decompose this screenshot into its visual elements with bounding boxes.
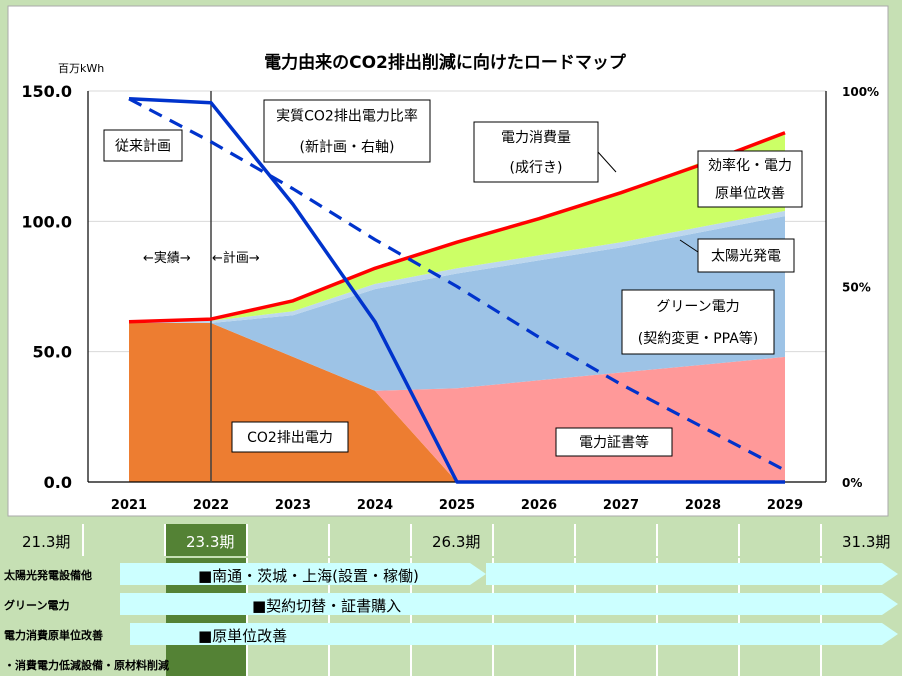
efficiency-label-text: 原単位改善	[715, 186, 785, 202]
line-実質CO2排出電力比率（新計画・右軸）	[128, 97, 785, 484]
area-効率化・電力原単位改善	[129, 132, 785, 323]
y-tick-label: 150.0	[21, 82, 72, 101]
x-tick-label: 2028	[685, 498, 721, 513]
conventional-plan-label-text: 従来計画	[115, 139, 171, 155]
period-cell	[330, 524, 412, 556]
timeline-panel: 21.3期 23.3期 26.3期 31.3期 太陽光発電設備他 ■南通・茨城・…	[0, 524, 902, 676]
period-cell	[84, 524, 166, 556]
period-cell	[248, 524, 330, 556]
consumption-leader	[597, 151, 617, 173]
y-tick-label: 100.0	[21, 212, 72, 231]
solar-label-text: 太陽光発電	[711, 249, 781, 265]
efficiency-label-box	[697, 150, 803, 208]
x-tick-label: 2023	[275, 498, 311, 513]
area-グリーン電力（契約変更・PPA等）	[129, 216, 785, 391]
green-power-label-box	[621, 289, 775, 355]
arrow-head-icon	[470, 563, 486, 585]
y2-tick-label: 100%	[842, 85, 879, 99]
grid-column	[494, 558, 576, 676]
roadmap-chart: 電力由来のCO2排出削減に向けたロードマップ 百万kWh 0.0 50.0 100.…	[7, 5, 889, 517]
roadmap-arrow-bar	[130, 623, 882, 645]
arrow-head-icon	[882, 563, 898, 585]
period-row: 21.3期 23.3期 26.3期 31.3期	[0, 524, 902, 556]
roadmap-arrow-bar	[120, 593, 882, 615]
period-label: 23.3期	[186, 533, 235, 551]
certificate-label-box	[555, 427, 673, 457]
co2-label-text: CO2排出電力	[247, 430, 333, 446]
consumption-label-text: (成行き)	[510, 160, 563, 176]
green-power-label-text: (契約変更・PPA等)	[638, 330, 759, 347]
roadmap-row-label: グリーン電力	[4, 599, 70, 612]
y2-tick-label: 50%	[842, 281, 871, 295]
period-label: 26.3期	[432, 533, 481, 551]
x-tick-label: 2025	[439, 498, 475, 513]
line-従来計画	[128, 97, 786, 472]
y2-tick-label: 0%	[842, 476, 862, 490]
chart-title: 電力由来のCO2排出削減に向けたロードマップ	[264, 52, 627, 73]
x-tick-label: 2026	[521, 498, 557, 513]
actual-arrow-label: ←実績→	[143, 250, 191, 266]
grid-column	[658, 558, 740, 676]
x-tick-label: 2024	[357, 498, 393, 513]
solar-leader	[679, 239, 699, 253]
roadmap-row-label: 電力消費原単位改善	[4, 629, 103, 642]
period-cell	[740, 524, 822, 556]
x-tick-label: 2027	[603, 498, 639, 513]
y-tick-label: 50.0	[33, 343, 72, 362]
period-cell	[494, 524, 576, 556]
x-tick-label: 2022	[193, 498, 229, 513]
solar-label-box	[697, 238, 795, 273]
actual-ratio-label-text: 実質CO2排出電力比率	[276, 108, 418, 125]
actual-ratio-label-text: (新計画・右軸)	[300, 140, 395, 156]
certificate-label-text: 電力証書等	[579, 434, 649, 451]
conventional-plan-label-box	[103, 129, 183, 162]
arrow-head-icon	[882, 623, 898, 645]
grid-column	[576, 558, 658, 676]
grid-column	[248, 558, 330, 676]
period-cell-current	[166, 524, 248, 556]
y-unit-label: 百万kWh	[58, 62, 104, 75]
y-tick-label: 0.0	[44, 473, 72, 492]
consumption-label-text: 電力消費量	[501, 130, 571, 146]
line-電力消費量（成行き）	[128, 131, 786, 324]
plan-arrow-label: ←計画→	[212, 250, 260, 266]
chart-frame: 電力由来のCO2排出削減に向けたロードマップ 百万kWh 0.0 50.0 100.…	[0, 0, 902, 524]
grid-column	[412, 558, 494, 676]
actual-ratio-label-box	[263, 99, 431, 163]
roadmap-arrow-bar	[486, 563, 882, 585]
period-label: 21.3期	[22, 533, 71, 551]
period-cell	[658, 524, 740, 556]
efficiency-label-text: 効率化・電力	[708, 157, 792, 174]
roadmap-row-text: ■原単位改善	[198, 627, 288, 645]
grid-column	[740, 558, 822, 676]
period-cell	[412, 524, 494, 556]
period-cell	[576, 524, 658, 556]
arrow-head-icon	[882, 593, 898, 615]
period-label: 31.3期	[842, 533, 891, 551]
co2-label-box	[231, 421, 349, 453]
roadmap-row-label: ・消費電力低減設備・原材料削減	[4, 659, 169, 672]
roadmap-row-text: ■南通・茨城・上海(設置・稼働)	[198, 567, 419, 585]
roadmap-arrow-bar	[120, 563, 470, 585]
x-tick-label: 2029	[767, 498, 803, 513]
roadmap-row-text: ■契約切替・証書購入	[252, 597, 402, 615]
roadmap-row-label: 太陽光発電設備他	[4, 569, 92, 582]
period-cell	[0, 524, 84, 556]
consumption-label-box	[473, 121, 599, 183]
green-power-label-text: グリーン電力	[656, 299, 739, 315]
x-tick-label: 2021	[111, 498, 147, 513]
grid-column	[330, 558, 412, 676]
annotation-layer: 従来計画 実質CO2排出電力比率 (新計画・右軸) 電力消費量 (成行き) 効率化・電力原…	[103, 99, 803, 457]
